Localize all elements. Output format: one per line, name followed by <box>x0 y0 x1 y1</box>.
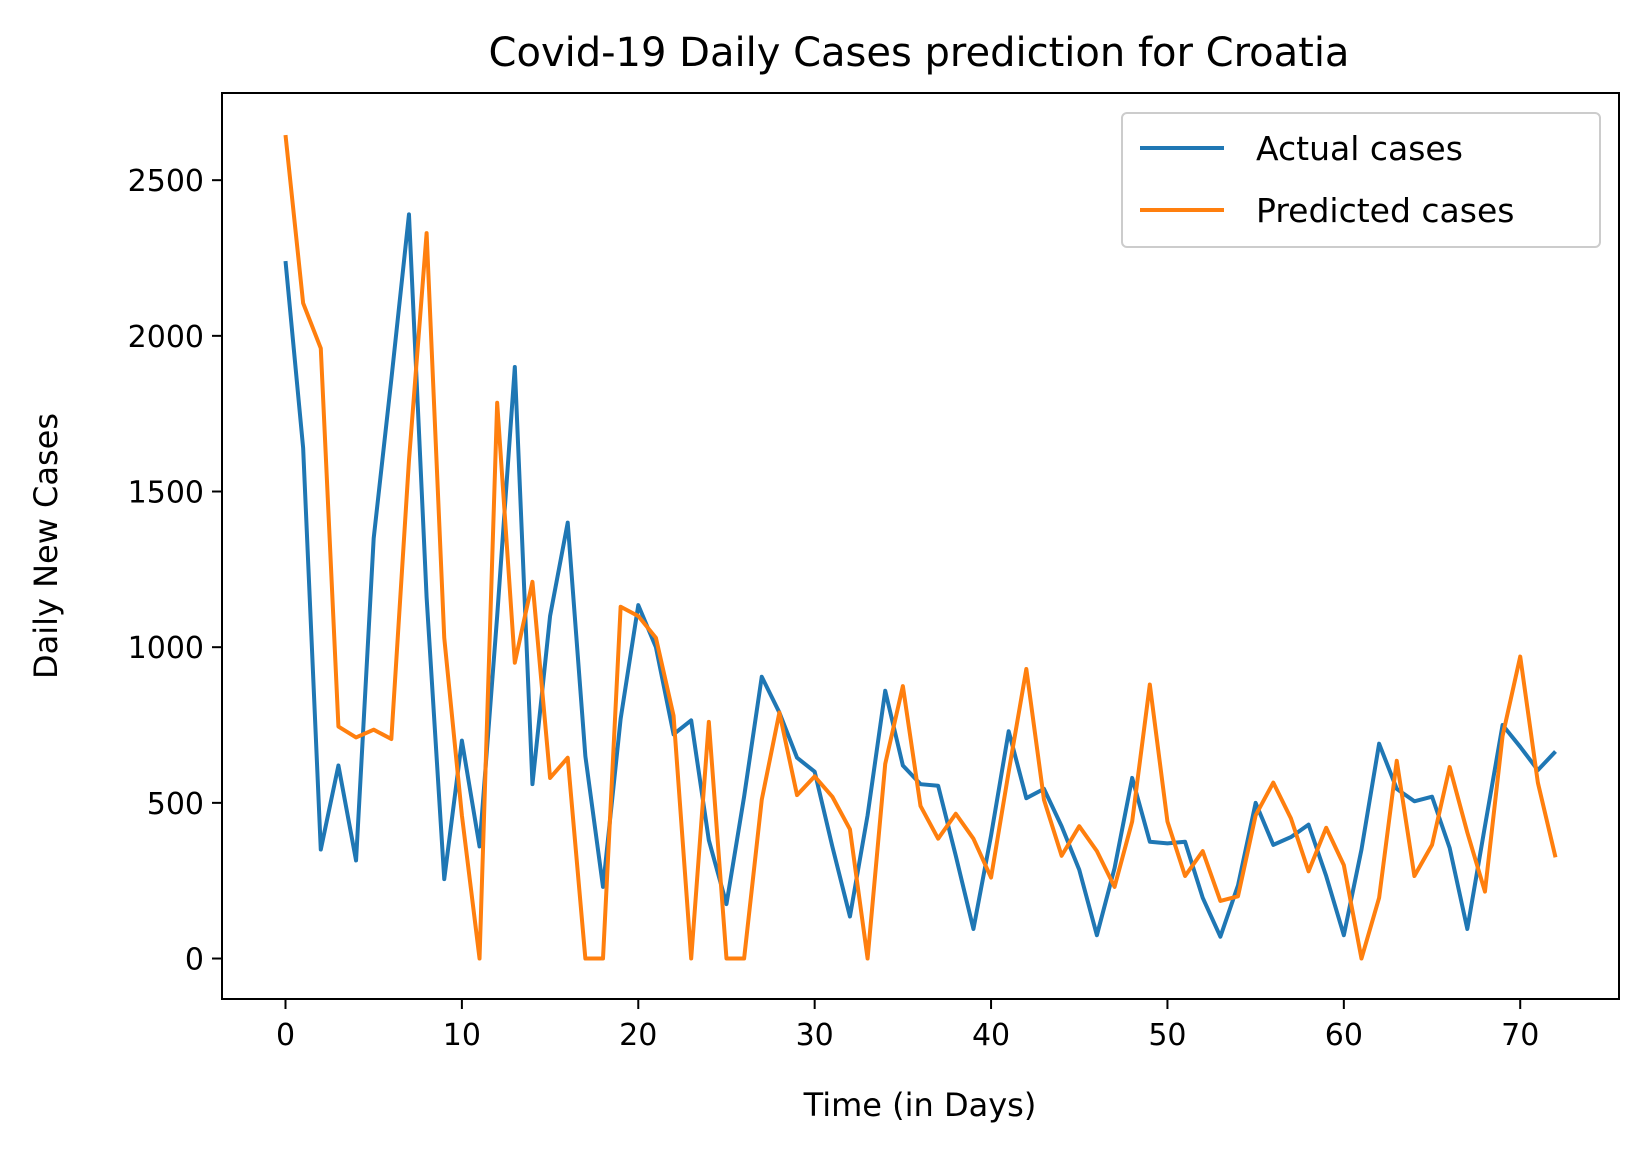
x-tick-label: 20 <box>619 1018 657 1053</box>
x-tick-label: 60 <box>1325 1018 1363 1053</box>
chart-title: Covid-19 Daily Cases prediction for Croa… <box>489 30 1350 76</box>
y-tick-label: 0 <box>185 943 204 978</box>
plot-frame <box>221 92 1620 1000</box>
legend: Actual cases Predicted cases <box>1121 112 1601 248</box>
x-axis: 0 10 20 30 40 50 60 70 <box>276 999 1539 1053</box>
series-line-predicted <box>283 134 1558 961</box>
legend-box <box>1121 112 1601 248</box>
x-tick-label: 30 <box>796 1018 834 1053</box>
legend-label-predicted: Predicted cases <box>1256 191 1514 230</box>
y-axis-label: Daily New Cases <box>27 413 65 679</box>
y-tick-label: 2000 <box>128 320 204 355</box>
x-tick-label: 70 <box>1501 1018 1539 1053</box>
legend-label-actual: Actual cases <box>1256 129 1463 168</box>
series-layer <box>283 134 1558 961</box>
x-tick-label: 10 <box>443 1018 481 1053</box>
y-axis: 0 500 1000 1500 2000 2500 <box>128 164 222 978</box>
x-tick-label: 0 <box>276 1018 295 1053</box>
y-tick-label: 1500 <box>128 476 204 511</box>
series-line-actual <box>283 212 1557 939</box>
y-tick-label: 500 <box>147 787 204 822</box>
x-axis-label: Time (in Days) <box>803 1086 1037 1124</box>
y-tick-label: 2500 <box>128 164 204 199</box>
y-tick-label: 1000 <box>128 631 204 666</box>
x-tick-label: 50 <box>1148 1018 1186 1053</box>
x-tick-label: 40 <box>972 1018 1010 1053</box>
